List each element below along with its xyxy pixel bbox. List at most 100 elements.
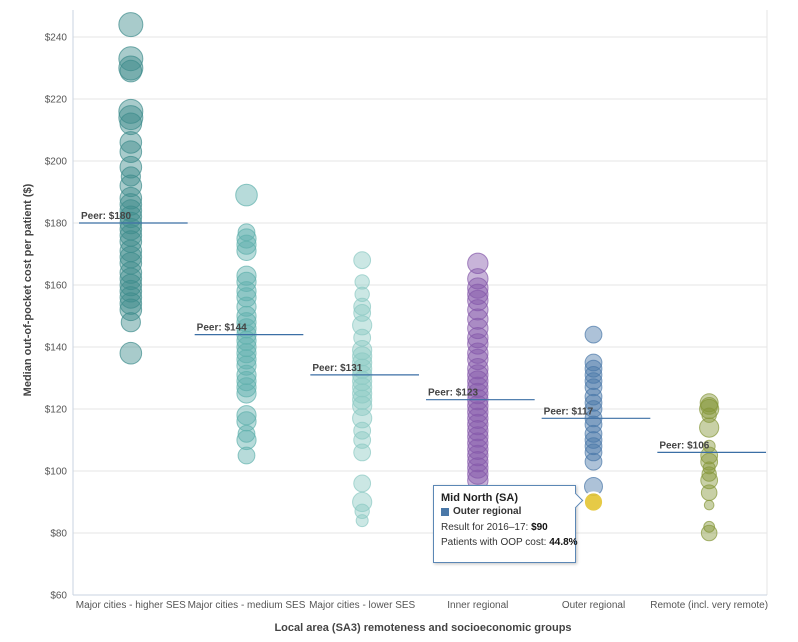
data-point[interactable] (584, 359, 603, 378)
data-point[interactable] (119, 112, 143, 136)
data-point[interactable] (699, 417, 720, 438)
data-point[interactable] (119, 267, 143, 291)
data-point[interactable] (352, 395, 373, 416)
data-point[interactable] (352, 340, 373, 361)
data-point[interactable] (120, 166, 141, 187)
data-point[interactable] (584, 415, 603, 434)
data-point[interactable] (584, 372, 603, 391)
data-point[interactable] (352, 358, 373, 379)
data-point[interactable] (235, 183, 258, 207)
data-point[interactable] (236, 371, 257, 392)
data-point[interactable] (352, 377, 373, 398)
data-point[interactable] (699, 398, 720, 420)
data-point[interactable] (467, 308, 489, 330)
data-point[interactable] (119, 186, 143, 210)
data-point[interactable] (467, 342, 489, 364)
data-point[interactable] (584, 387, 603, 406)
data-point[interactable] (467, 317, 489, 340)
data-point[interactable] (236, 383, 257, 404)
data-point[interactable] (119, 261, 143, 284)
data-point[interactable] (118, 98, 144, 124)
data-point[interactable] (467, 277, 489, 299)
data-point[interactable] (236, 364, 257, 385)
data-point[interactable] (352, 389, 373, 410)
data-point[interactable] (119, 205, 143, 229)
data-point[interactable] (119, 199, 143, 222)
data-point[interactable] (467, 268, 489, 290)
data-point[interactable] (236, 405, 257, 426)
data-point[interactable] (703, 499, 715, 511)
data-point[interactable] (467, 283, 489, 305)
data-point[interactable] (352, 383, 373, 404)
data-point[interactable] (236, 411, 257, 432)
data-point[interactable] (352, 315, 373, 336)
data-point[interactable] (700, 471, 719, 490)
data-point[interactable] (119, 279, 143, 303)
data-point[interactable] (584, 378, 603, 397)
data-point[interactable] (584, 353, 603, 372)
data-point[interactable] (467, 252, 489, 274)
data-point[interactable] (467, 432, 489, 454)
data-point[interactable] (236, 305, 257, 327)
data-point[interactable] (353, 297, 372, 316)
data-point[interactable] (584, 393, 603, 412)
data-point[interactable] (119, 140, 143, 163)
data-point[interactable] (584, 400, 603, 418)
data-point[interactable] (584, 437, 603, 456)
data-point[interactable] (119, 298, 143, 322)
data-point[interactable] (467, 382, 489, 405)
data-point[interactable] (467, 420, 489, 442)
data-point[interactable] (118, 12, 144, 38)
data-point[interactable] (237, 424, 256, 443)
data-point[interactable] (354, 274, 370, 290)
data-point[interactable] (236, 336, 257, 358)
data-point[interactable] (120, 312, 141, 333)
data-point[interactable] (355, 514, 369, 528)
data-point[interactable] (353, 443, 372, 462)
data-point[interactable] (236, 318, 257, 339)
data-point[interactable] (236, 377, 257, 398)
data-point[interactable] (467, 426, 489, 448)
data-point[interactable] (236, 330, 257, 351)
data-point[interactable] (467, 407, 489, 429)
data-point[interactable] (236, 234, 257, 255)
data-point[interactable] (701, 466, 717, 482)
data-point[interactable] (584, 443, 603, 462)
data-point[interactable] (700, 524, 718, 542)
data-point[interactable] (467, 451, 489, 473)
data-point[interactable] (119, 341, 143, 365)
data-point[interactable] (353, 251, 372, 270)
data-point[interactable] (119, 174, 143, 198)
data-point[interactable] (236, 312, 257, 333)
data-point[interactable] (236, 349, 257, 370)
data-point[interactable] (352, 371, 373, 392)
data-point[interactable] (467, 364, 489, 386)
data-point[interactable] (584, 431, 603, 449)
data-point[interactable] (700, 484, 718, 502)
data-point[interactable] (354, 286, 370, 302)
data-point[interactable] (467, 395, 489, 417)
data-point[interactable] (467, 289, 489, 312)
data-point[interactable] (584, 366, 603, 384)
data-point[interactable] (467, 438, 489, 460)
data-point[interactable] (119, 292, 143, 315)
data-point[interactable] (467, 444, 489, 467)
data-point[interactable] (352, 352, 373, 373)
data-point[interactable] (467, 457, 489, 479)
data-point[interactable] (353, 431, 372, 449)
data-point[interactable] (352, 346, 373, 367)
data-point[interactable] (352, 408, 373, 429)
data-point[interactable] (467, 333, 489, 355)
data-point[interactable] (236, 281, 257, 302)
data-point[interactable] (237, 446, 256, 465)
data-point[interactable] (584, 325, 603, 344)
data-point[interactable] (119, 131, 143, 154)
data-point[interactable] (352, 491, 373, 513)
data-point[interactable] (467, 327, 489, 349)
data-point[interactable] (118, 46, 144, 72)
data-point[interactable] (467, 370, 489, 392)
data-point[interactable] (236, 343, 257, 364)
data-point[interactable] (700, 397, 719, 415)
data-point[interactable] (467, 299, 489, 321)
data-point[interactable] (119, 286, 143, 309)
